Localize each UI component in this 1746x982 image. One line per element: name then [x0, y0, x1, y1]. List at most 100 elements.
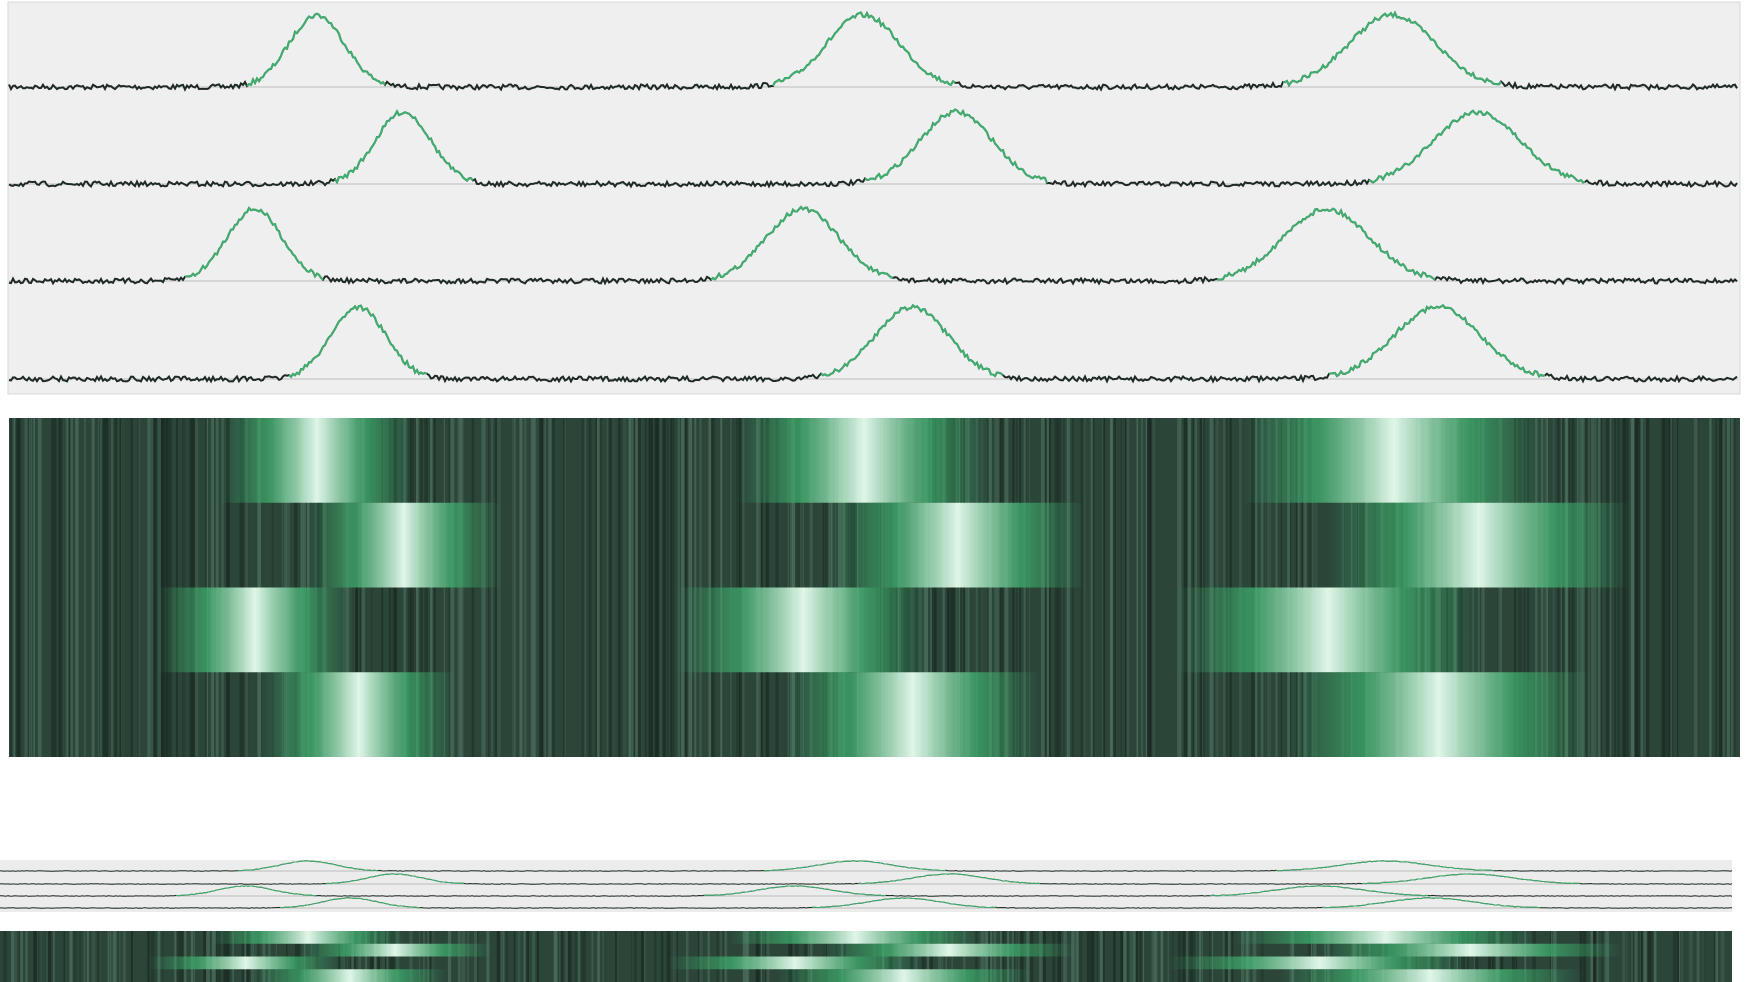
noise: [606, 418, 608, 757]
noise: [1130, 931, 1133, 982]
peak-trace: [175, 885, 1429, 897]
noise: [536, 931, 539, 982]
heat-band: [1242, 418, 1546, 503]
noise: [542, 418, 546, 757]
heat-band: [1318, 943, 1623, 957]
noise: [608, 418, 612, 757]
noise: [59, 418, 63, 757]
noise: [1696, 931, 1700, 982]
noise: [1677, 418, 1679, 757]
noise: [119, 418, 121, 757]
noise: [628, 418, 632, 757]
noise: [618, 418, 621, 757]
noise: [1103, 931, 1105, 982]
noise: [113, 931, 117, 982]
noise: [1727, 418, 1730, 757]
noise: [1645, 418, 1650, 757]
noise: [1661, 418, 1664, 757]
noise: [114, 418, 117, 757]
heat-band: [211, 931, 406, 944]
noise: [70, 418, 74, 757]
noise: [591, 931, 594, 982]
noise: [581, 418, 585, 757]
noise: [517, 931, 521, 982]
noise: [1135, 931, 1139, 982]
noise: [1086, 931, 1091, 982]
noise: [537, 418, 539, 757]
noise: [104, 418, 109, 757]
noise: [1647, 931, 1651, 982]
noise: [137, 418, 139, 757]
noise: [641, 931, 644, 982]
noise: [565, 931, 568, 982]
noise: [1113, 931, 1116, 982]
noise: [523, 931, 527, 982]
noise: [102, 418, 105, 757]
noise: [91, 931, 96, 982]
noise: [553, 931, 558, 982]
noise: [1121, 931, 1124, 982]
noise: [554, 931, 558, 982]
noise: [97, 931, 101, 982]
noise: [1653, 931, 1657, 982]
noise: [532, 931, 536, 982]
noise: [1142, 931, 1145, 982]
noise: [93, 418, 96, 757]
heat-band: [252, 969, 447, 982]
noise: [1709, 418, 1712, 757]
noise: [519, 418, 523, 757]
heat-band: [736, 418, 992, 503]
noise: [1090, 931, 1095, 982]
noise: [1640, 418, 1644, 757]
noise: [671, 418, 675, 757]
noise: [535, 418, 540, 757]
noise: [1104, 418, 1106, 757]
peak-trace: [325, 873, 1580, 885]
noise: [1090, 418, 1093, 757]
heat-band: [676, 587, 931, 673]
noise: [559, 931, 561, 982]
noise: [1097, 931, 1100, 982]
noise: [37, 418, 42, 757]
noise: [24, 418, 28, 757]
noise: [539, 418, 543, 757]
noise: [670, 418, 672, 757]
noise: [83, 418, 86, 757]
noise: [34, 931, 38, 982]
noise: [1732, 418, 1736, 757]
noise: [1668, 418, 1670, 757]
heat-band: [306, 502, 501, 588]
peak-trace: [246, 10, 1502, 88]
noise: [33, 931, 37, 982]
noise: [1110, 418, 1114, 757]
noise: [25, 931, 28, 982]
noise: [1632, 931, 1636, 982]
peak-trace: [334, 108, 1586, 185]
noise: [1112, 418, 1116, 757]
noise: [523, 418, 527, 757]
noise: [1681, 931, 1683, 982]
noise: [662, 418, 666, 757]
noise: [110, 418, 113, 757]
noise: [644, 931, 646, 982]
noise: [33, 418, 35, 757]
noise: [595, 418, 599, 757]
noise: [118, 931, 121, 982]
noise: [1679, 931, 1681, 982]
noise: [1083, 418, 1087, 757]
noise: [599, 418, 602, 757]
noise: [1731, 418, 1734, 757]
noise: [17, 418, 22, 757]
noise: [1139, 931, 1142, 982]
noise: [638, 418, 641, 757]
noise: [1693, 418, 1698, 757]
trace-panel: [7, 1, 1741, 395]
noise: [621, 418, 626, 757]
noise: [543, 418, 545, 757]
noise: [1645, 931, 1649, 982]
noise: [1631, 931, 1633, 982]
noise: [551, 418, 555, 757]
noise: [548, 418, 553, 757]
